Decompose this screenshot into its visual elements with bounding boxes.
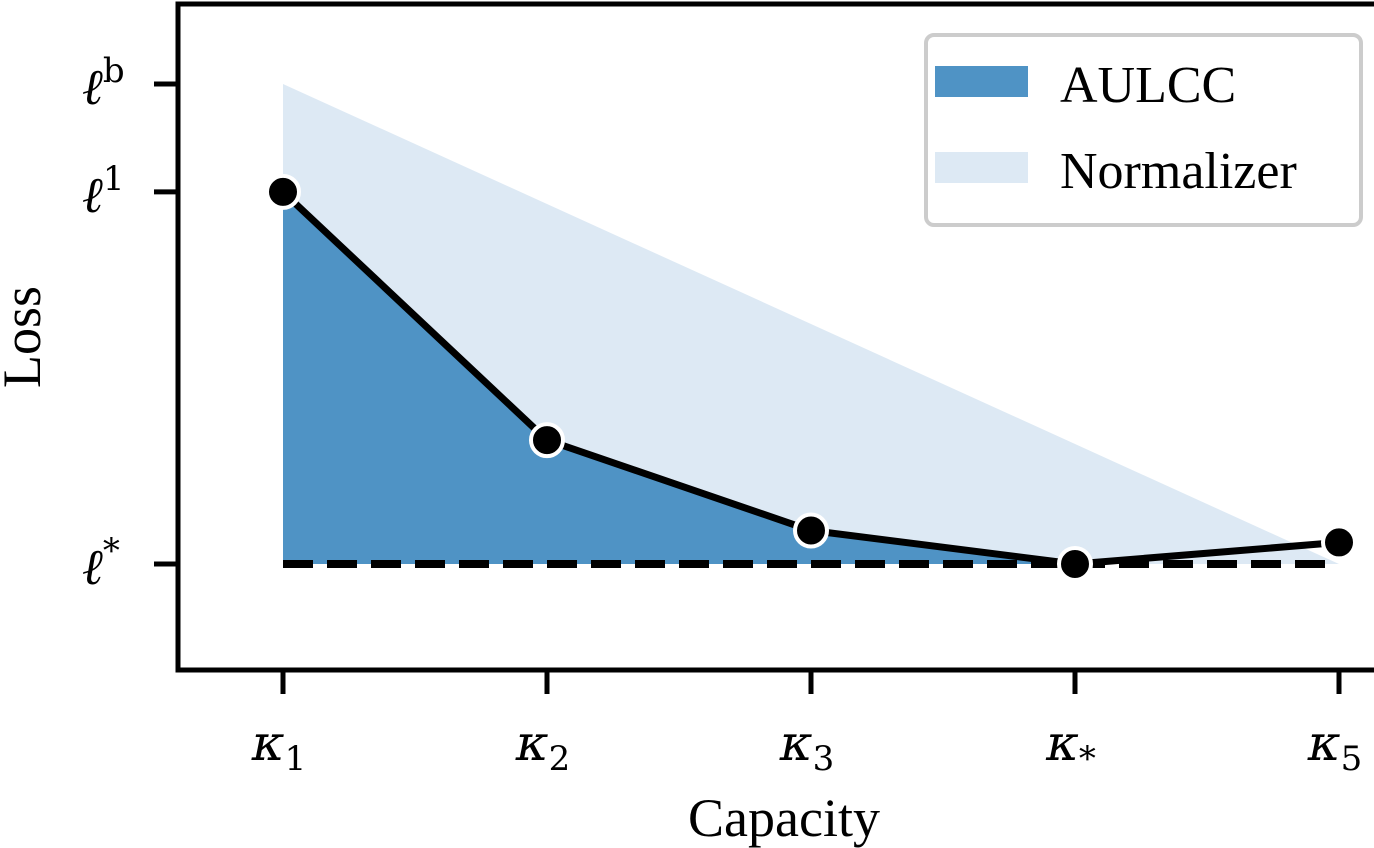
x-tick-label: κ3 — [779, 714, 834, 779]
data-point — [529, 422, 565, 459]
y-tick-label: ℓb — [82, 51, 125, 116]
legend-swatch-aulcc — [935, 66, 1028, 97]
legend-swatch-normalizer — [935, 152, 1028, 183]
plot-frame — [175, 1, 1374, 673]
legend-box — [924, 33, 1363, 227]
legend-label-aulcc: AULCC — [1060, 57, 1236, 114]
aulcc-area — [283, 191, 1075, 564]
x-tick-label: κ5 — [1307, 714, 1362, 779]
x-axis-ticks: κ1 κ2 κ3 κ* κ5 — [251, 670, 1362, 779]
x-tick-label: κ2 — [515, 714, 570, 779]
data-point — [1057, 546, 1093, 582]
y-axis-ticks: ℓ* ℓ1 ℓb — [82, 51, 178, 596]
x-tick-label: κ1 — [251, 714, 306, 779]
y-axis-label: Loss — [0, 286, 52, 388]
data-point — [265, 173, 301, 210]
legend: AULCC Normalizer — [924, 33, 1363, 227]
x-tick-label: κ* — [1045, 714, 1096, 779]
y-tick-label: ℓ* — [82, 531, 120, 596]
y-tick-label: ℓ1 — [82, 159, 124, 224]
x-axis-label: Capacity — [688, 788, 880, 848]
legend-label-normalizer: Normalizer — [1060, 143, 1297, 200]
data-points — [265, 173, 1357, 582]
data-point — [1321, 524, 1357, 561]
data-point — [793, 512, 829, 549]
